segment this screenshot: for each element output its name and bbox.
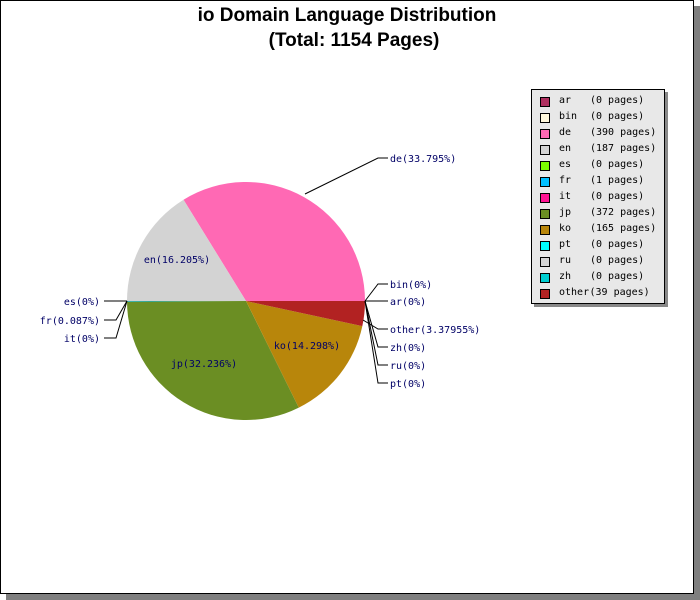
- leader-line-pt: [364, 300, 388, 384]
- slice-label-fr: fr(0.087%): [40, 316, 100, 327]
- legend-label-de: de: [559, 127, 572, 138]
- legend-label-it: it: [559, 191, 572, 202]
- legend-swatch-jp: [540, 209, 550, 219]
- legend-swatch-pt: [540, 241, 550, 251]
- slice-label-it: it(0%): [64, 334, 100, 345]
- legend-swatch-ru: [540, 257, 550, 267]
- legend-item-bin: bin (0 pages): [532, 110, 664, 126]
- legend-item-pt: pt (0 pages): [532, 238, 664, 254]
- slice-label-en: en(16.205%): [144, 255, 210, 266]
- legend-item-en: en (187 pages): [532, 142, 664, 158]
- legend-pages-bin: (0 pages): [590, 111, 645, 122]
- legend-swatch-ar: [540, 97, 550, 107]
- leader-line-other: [362, 319, 388, 330]
- legend-pages-other: (39 pages): [589, 287, 650, 298]
- slice-label-de: de(33.795%): [390, 154, 456, 165]
- leader-line-zh: [364, 300, 388, 348]
- legend-swatch-de: [540, 129, 550, 139]
- legend-item-ru: ru (0 pages): [532, 254, 664, 270]
- slice-label-ar: ar(0%): [390, 297, 426, 308]
- leader-line-fr: [104, 300, 128, 321]
- pie-chart: ar(0%) bin(0%) de(33.795%) en(16.205%) es(0%…: [40, 154, 480, 421]
- legend-item-es: es (0 pages): [532, 158, 664, 174]
- slice-label-pt: pt(0%): [390, 379, 426, 390]
- legend-item-ar: ar (0 pages): [532, 94, 664, 110]
- leader-line-bin: [364, 283, 388, 302]
- legend-label-bin: bin: [559, 111, 578, 122]
- legend-label-pt: pt: [559, 239, 572, 250]
- slice-label-es: es(0%): [64, 297, 100, 308]
- legend-swatch-es: [540, 161, 550, 171]
- legend-pages-ar: (0 pages): [590, 95, 645, 106]
- legend-label-other: other: [559, 287, 590, 298]
- legend-pages-es: (0 pages): [590, 159, 645, 170]
- legend-label-ar: ar: [559, 95, 572, 106]
- legend-pages-jp: (372 pages): [590, 207, 657, 218]
- legend-swatch-other: [540, 289, 550, 299]
- legend-label-ko: ko: [559, 223, 572, 234]
- pie-slice-fr: [126, 301, 246, 302]
- legend-label-ru: ru: [559, 255, 572, 266]
- legend-label-fr: fr: [559, 175, 572, 186]
- legend-label-zh: zh: [559, 271, 572, 282]
- pie-slice-jp: [127, 301, 299, 421]
- legend-pages-pt: (0 pages): [590, 239, 645, 250]
- slice-label-zh: zh(0%): [390, 343, 426, 354]
- legend-pages-zh: (0 pages): [590, 271, 645, 282]
- legend-swatch-it: [540, 193, 550, 203]
- legend: ar (0 pages) bin (0 pages) de (390 pages) en (1…: [531, 89, 665, 304]
- legend-item-ko: ko (165 pages): [532, 222, 664, 238]
- legend-pages-ko: (165 pages): [590, 223, 657, 234]
- legend-pages-ru: (0 pages): [590, 255, 645, 266]
- legend-item-de: de (390 pages): [532, 126, 664, 142]
- slice-label-other: other(3.37955%): [390, 325, 480, 336]
- legend-pages-de: (390 pages): [590, 127, 657, 138]
- legend-item-fr: fr (1 pages): [532, 174, 664, 190]
- legend-swatch-zh: [540, 273, 550, 283]
- legend-label-jp: jp: [559, 207, 572, 218]
- pie-slice-ko: [246, 301, 363, 408]
- legend-item-jp: jp (372 pages): [532, 206, 664, 222]
- pie-slice-en: [127, 199, 246, 301]
- legend-item-it: it (0 pages): [532, 190, 664, 206]
- legend-swatch-en: [540, 145, 550, 155]
- pie-slice-de: [183, 181, 365, 301]
- legend-pages-it: (0 pages): [590, 191, 645, 202]
- legend-swatch-fr: [540, 177, 550, 187]
- legend-swatch-ko: [540, 225, 550, 235]
- legend-label-es: es: [559, 159, 572, 170]
- legend-pages-fr: (1 pages): [590, 175, 645, 186]
- slice-label-jp: jp(32.236%): [171, 359, 237, 370]
- legend-pages-en: (187 pages): [590, 143, 657, 154]
- legend-swatch-bin: [540, 113, 550, 123]
- legend-label-en: en: [559, 143, 572, 154]
- leader-line-ru: [364, 300, 388, 366]
- leader-line-it: [104, 300, 128, 339]
- legend-item-zh: zh (0 pages): [532, 270, 664, 286]
- pie-slice-other: [246, 301, 365, 327]
- slice-label-ko: ko(14.298%): [274, 341, 340, 352]
- chart-subtitle: (Total: 1154 Pages): [268, 30, 440, 51]
- slice-label-ru: ru(0%): [390, 361, 426, 372]
- chart-title: io Domain Language Distribution: [197, 5, 497, 26]
- leader-line-de: [304, 157, 388, 195]
- slice-label-bin: bin(0%): [390, 280, 432, 291]
- legend-item-other: other (39 pages): [532, 286, 664, 302]
